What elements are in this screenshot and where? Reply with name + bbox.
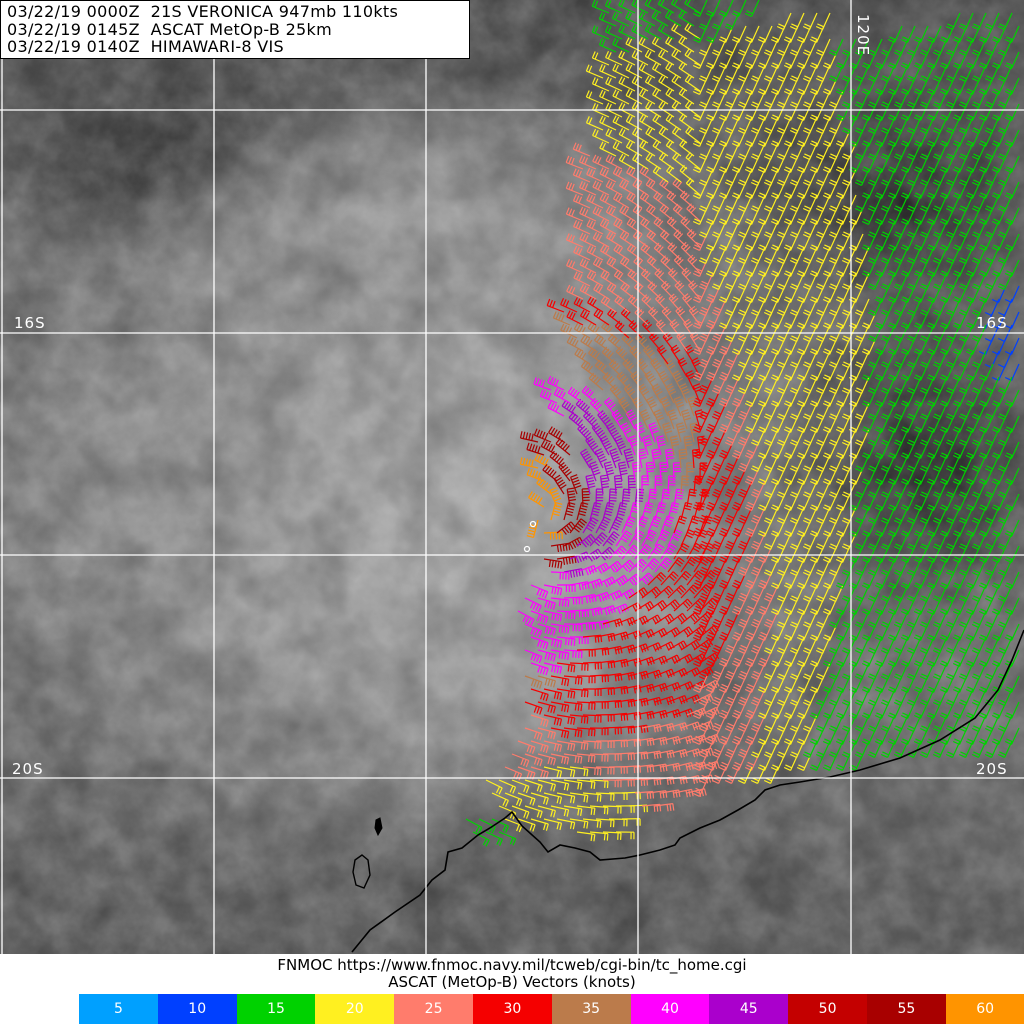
wind-barb-group-40kt [517,375,684,676]
legend-value: 5 [113,1001,123,1017]
wind-barb-group-35kt [524,311,699,689]
legend-value: 50 [818,1001,837,1017]
legend-value: 30 [503,1001,522,1017]
center-marker-icon [523,545,531,553]
legend-swatch-30: 30 [472,994,552,1024]
island [374,817,383,837]
latitude-label: 16S [14,314,46,332]
legend-value: 35 [582,1001,601,1017]
wind-barb-group-15kt [465,818,517,847]
coastline [351,629,1024,953]
legend-swatch-55: 55 [866,994,946,1024]
legend-swatch-25: 25 [394,994,473,1024]
legend-value: 10 [188,1001,207,1017]
legend-swatch-5: 5 [79,994,158,1024]
wind-speed-legend: 5 10 15 20 25 30 35 40 45 50 55 60 [79,994,1024,1024]
longitude-label: 120E [854,14,872,57]
storm-center-markers [523,520,537,553]
product-caption: ASCAT (MetOp-B) Vectors (knots) [388,973,636,991]
center-marker-icon [529,520,537,528]
legend-value: 25 [424,1001,443,1017]
legend-swatch-20: 20 [315,994,395,1024]
source-credit: FNMOC https://www.fnmoc.navy.mil/tcweb/c… [277,956,747,974]
wind-barb-group-15kt [591,0,760,53]
legend-swatch-50: 50 [788,994,867,1024]
legend-value: 40 [661,1001,679,1017]
scatterometer-info-line: 03/22/19 0145Z ASCAT MetOp-B 25km [7,19,332,39]
wind-barb-group-15kt [802,12,1020,771]
legend-value: 20 [345,1001,364,1017]
wind-barb-group-45kt [561,398,645,578]
clear-sky-texture [0,0,1024,954]
wind-barb-group-20kt [485,766,648,842]
latitude-label: 16S [976,314,1008,332]
latitude-label: 20S [976,760,1008,778]
latitude-label: 20S [12,760,44,778]
legend-swatch-40: 40 [630,994,710,1024]
legend-value: 60 [976,1001,995,1017]
legend-value: 45 [739,1001,758,1017]
legend-swatch-35: 35 [551,994,631,1024]
wind-barb-group-20kt [585,12,877,784]
legend-swatch-45: 45 [709,994,789,1024]
map-overlay [0,0,1024,954]
imagery-info-line: 03/22/19 0140Z HIMAWARI-8 VIS [7,37,285,56]
storm-info-line: 03/22/19 0000Z 21S VERONICA 947mb 110kts [7,2,399,21]
satellite-map: 16S 16S 20S 20S 120E [0,0,1024,954]
legend-swatch-10: 10 [157,994,237,1024]
wind-barb-group-30kt [524,296,753,739]
info-header: 03/22/19 0000Z 21S VERONICA 947mb 110kts… [0,0,470,59]
wind-barb-group-55kt [519,426,590,569]
legend-swatch-15: 15 [236,994,316,1024]
island [352,854,371,889]
lat-lon-grid [0,0,1024,954]
legend-value: 15 [267,1001,285,1017]
wind-barb-group-60kt [519,453,563,540]
legend-value: 55 [897,1001,916,1017]
legend-swatch-60: 60 [945,994,1024,1024]
ascat-wind-barbs [465,0,1020,847]
